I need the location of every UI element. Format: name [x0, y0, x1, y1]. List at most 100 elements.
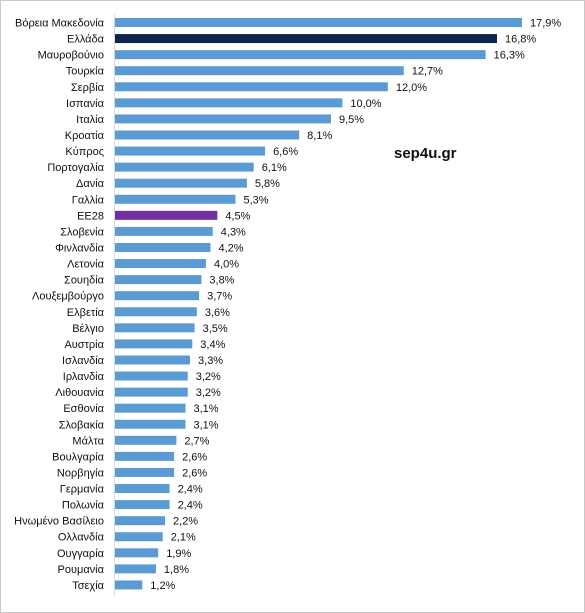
category-label: Εσθονία — [63, 403, 104, 415]
category-label: Λουξεμβούργο — [32, 291, 104, 303]
value-label: 1,2% — [150, 580, 175, 592]
value-label: 4,5% — [225, 210, 250, 222]
value-label: 2,7% — [184, 435, 209, 447]
category-label: Ελβετία — [67, 307, 105, 319]
category-label: Σλοβενία — [60, 226, 104, 238]
value-label: 2,4% — [178, 484, 203, 496]
category-label: Λιθουανία — [55, 387, 104, 399]
value-label: 2,6% — [182, 451, 207, 463]
category-label: Ελλάδα — [67, 34, 105, 46]
category-label: Κροατία — [65, 130, 105, 142]
value-label: 3,7% — [207, 291, 232, 303]
category-label: Ρουμανία — [58, 564, 105, 576]
category-label: Τουρκία — [66, 66, 105, 78]
category-label: Σουηδία — [64, 275, 105, 287]
bar — [115, 178, 247, 188]
bar — [115, 291, 200, 301]
bar — [115, 50, 486, 60]
category-label: Μάλτα — [72, 435, 104, 447]
value-label: 17,9% — [530, 18, 561, 30]
value-label: 2,2% — [173, 516, 198, 528]
category-label: Κύπρος — [65, 146, 104, 158]
category-label: Λετονία — [67, 259, 105, 271]
category-label: Ηνωμένο Βασίλειο — [14, 516, 104, 528]
category-label: Γερμανία — [60, 484, 105, 496]
bar — [115, 548, 159, 558]
value-label: 5,3% — [244, 194, 269, 206]
bar — [115, 307, 197, 317]
value-label: 1,8% — [164, 564, 189, 576]
bar — [115, 82, 388, 92]
value-label: 12,0% — [396, 82, 427, 94]
bar — [115, 467, 175, 477]
value-labels-group: 17,9% 16,8% 16,3% 12,7% 12,0% 10,0% 9,5% 8,1% 6,… — [150, 18, 561, 592]
category-label: Πορτογαλία — [47, 162, 104, 174]
bar — [115, 114, 332, 124]
value-label: 3,2% — [196, 387, 221, 399]
category-label: Ολλανδία — [58, 532, 105, 544]
category-label: Σερβία — [71, 82, 105, 94]
value-label: 3,8% — [209, 275, 234, 287]
category-label: Σλοβακία — [59, 419, 105, 431]
category-label: Φινλανδία — [55, 242, 104, 254]
category-label: Ιρλανδία — [63, 371, 105, 383]
value-label: 3,1% — [193, 419, 218, 431]
value-label: 3,2% — [196, 371, 221, 383]
value-label: 16,3% — [494, 50, 525, 62]
category-label: Ισλανδία — [62, 355, 105, 367]
bar — [115, 210, 218, 220]
category-label: Ουγγαρία — [57, 548, 105, 560]
bar — [115, 532, 163, 542]
bar — [115, 339, 193, 349]
bar — [115, 500, 170, 510]
bar — [115, 355, 191, 365]
category-label: Ιταλία — [76, 114, 105, 126]
bar — [115, 66, 404, 76]
category-label: Μαυροβούνιο — [38, 50, 104, 62]
bar — [115, 419, 186, 429]
value-label: 9,5% — [339, 114, 364, 126]
category-label: Τσεχία — [72, 580, 104, 592]
value-label: 6,6% — [273, 146, 298, 158]
bar — [115, 259, 206, 269]
category-label: Βουλγαρία — [52, 451, 105, 463]
bar — [115, 387, 188, 397]
value-label: 4,3% — [221, 226, 246, 238]
value-label: 2,6% — [182, 467, 207, 479]
bar — [115, 516, 166, 526]
bar — [115, 226, 213, 236]
category-label: Βόρεια Μακεδονία — [15, 18, 105, 30]
value-label: 3,3% — [198, 355, 223, 367]
bar — [115, 18, 522, 27]
category-label: Ισπανία — [66, 98, 105, 110]
bar — [115, 275, 202, 285]
bar — [115, 242, 211, 252]
category-label: Πολωνία — [62, 500, 105, 512]
value-label: 8,1% — [307, 130, 332, 142]
bar — [115, 484, 170, 494]
bar — [115, 451, 175, 461]
value-label: 12,7% — [412, 66, 443, 78]
value-label: 16,8% — [505, 34, 536, 46]
category-labels-group: Βόρεια Μακεδονία Ελλάδα Μαυροβούνιο Τουρκία… — [14, 18, 104, 592]
bar — [115, 435, 177, 445]
value-label: 3,4% — [200, 339, 225, 351]
bar — [115, 403, 186, 413]
value-label: 4,2% — [219, 242, 244, 254]
value-label: 2,4% — [178, 500, 203, 512]
category-label: Αυστρία — [64, 339, 104, 351]
category-label: Γαλλία — [72, 194, 105, 206]
category-label: ΕΕ28 — [77, 210, 104, 222]
value-label: 5,8% — [255, 178, 280, 190]
category-label: Νορβηγία — [57, 467, 105, 479]
bar — [115, 162, 254, 172]
bar — [115, 323, 195, 333]
category-label: Δανία — [76, 178, 105, 190]
bar — [115, 564, 156, 574]
bar — [115, 98, 343, 108]
value-label: 2,1% — [171, 532, 196, 544]
value-label: 3,5% — [203, 323, 228, 335]
bar — [115, 194, 236, 204]
value-label: 1,9% — [166, 548, 191, 560]
